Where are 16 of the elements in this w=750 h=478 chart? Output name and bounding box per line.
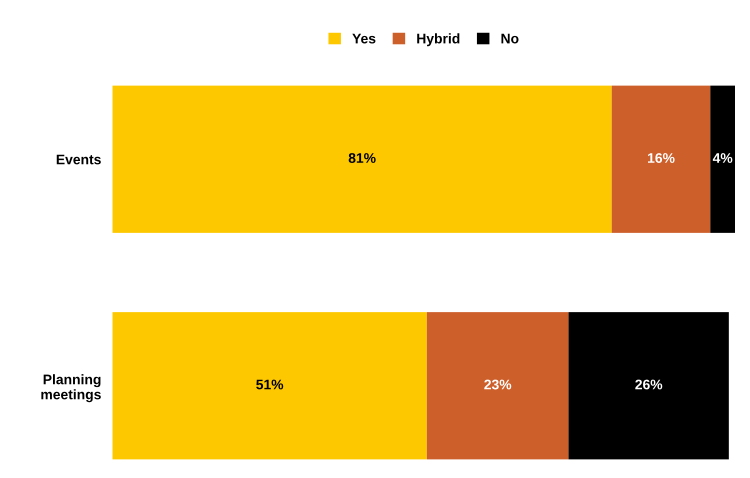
legend-label: Hybrid	[417, 33, 460, 46]
y-tick-label: Planning meetings	[41, 374, 101, 402]
bar	[568, 312, 729, 460]
legend-label: No	[501, 34, 519, 44]
data-label: 81%	[348, 153, 376, 163]
legend-label: Yes	[352, 34, 376, 44]
data-label: 51%	[256, 380, 284, 390]
bar	[612, 86, 710, 233]
bar	[112, 312, 427, 460]
data-label: 16%	[648, 153, 675, 163]
bar	[426, 312, 569, 460]
data-label: 23%	[484, 380, 512, 390]
bar	[710, 86, 735, 233]
data-label: 26%	[635, 380, 662, 390]
y-tick-label: Events	[56, 154, 101, 164]
data-label: 4%	[712, 153, 732, 163]
